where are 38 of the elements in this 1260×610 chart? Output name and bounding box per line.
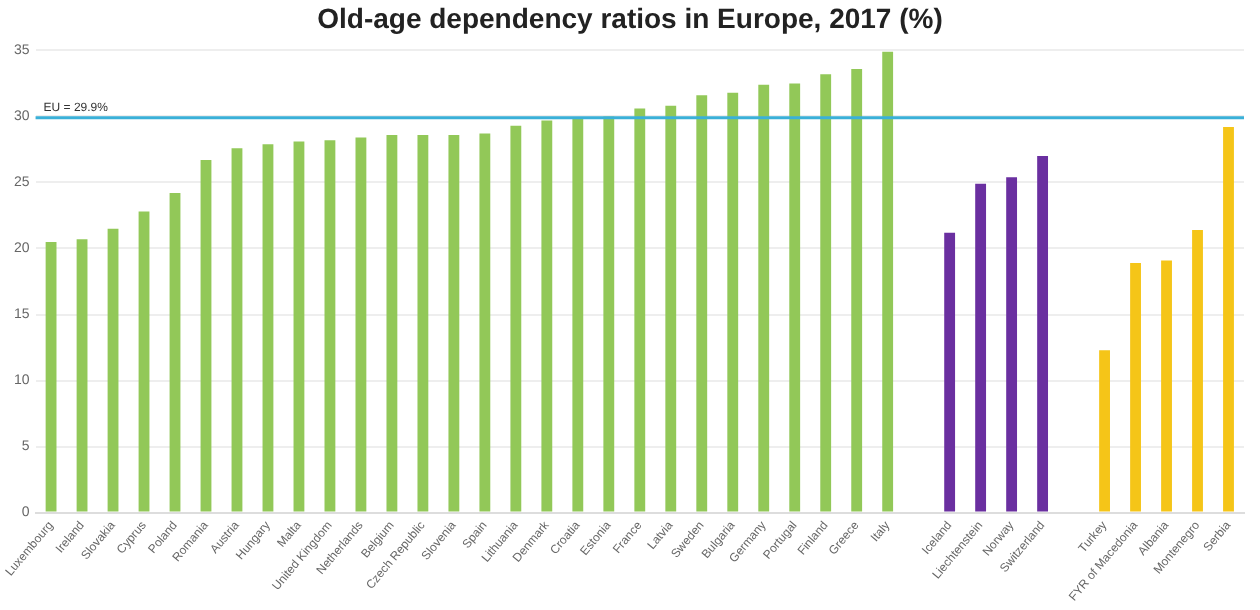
bar [1130, 263, 1141, 512]
bar [727, 92, 739, 512]
bar [758, 84, 770, 512]
bar [572, 117, 584, 512]
bar [262, 144, 274, 512]
bar [1161, 260, 1172, 512]
bar [1099, 350, 1110, 512]
bar [944, 232, 956, 512]
bar [789, 83, 801, 512]
bar [851, 68, 863, 512]
bar [479, 133, 491, 512]
bar [448, 134, 460, 512]
bar [975, 183, 987, 512]
bar [386, 134, 398, 512]
bar [696, 95, 708, 512]
bar [1037, 156, 1049, 512]
bar [107, 228, 119, 512]
bar [634, 108, 646, 512]
bar [324, 140, 336, 512]
bar [510, 125, 522, 512]
bar [169, 193, 181, 512]
bar [1223, 127, 1234, 512]
bar [138, 211, 150, 512]
bar [541, 120, 553, 512]
bar [820, 74, 832, 512]
bar [603, 116, 615, 512]
bar [417, 134, 429, 512]
bar [665, 105, 677, 512]
bar [355, 137, 367, 512]
bar [882, 51, 894, 512]
bar [76, 239, 88, 512]
bar [293, 141, 305, 512]
bar [1006, 177, 1018, 512]
bar [231, 148, 243, 512]
bar [45, 241, 57, 512]
bar [1192, 230, 1203, 512]
chart-title: Old-age dependency ratios in Europe, 2017 (%) [315, 0, 945, 36]
bar [200, 160, 212, 512]
